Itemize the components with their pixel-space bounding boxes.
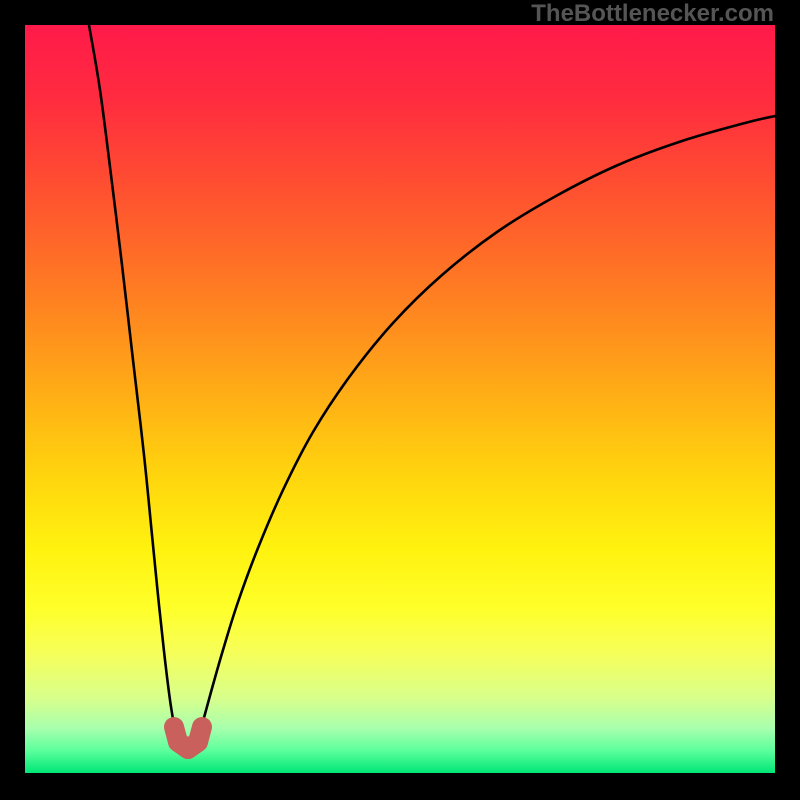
gradient-plot-area <box>25 25 775 773</box>
watermark-text: TheBottlenecker.com <box>531 0 774 28</box>
chart-stage: TheBottlenecker.com <box>0 0 800 800</box>
